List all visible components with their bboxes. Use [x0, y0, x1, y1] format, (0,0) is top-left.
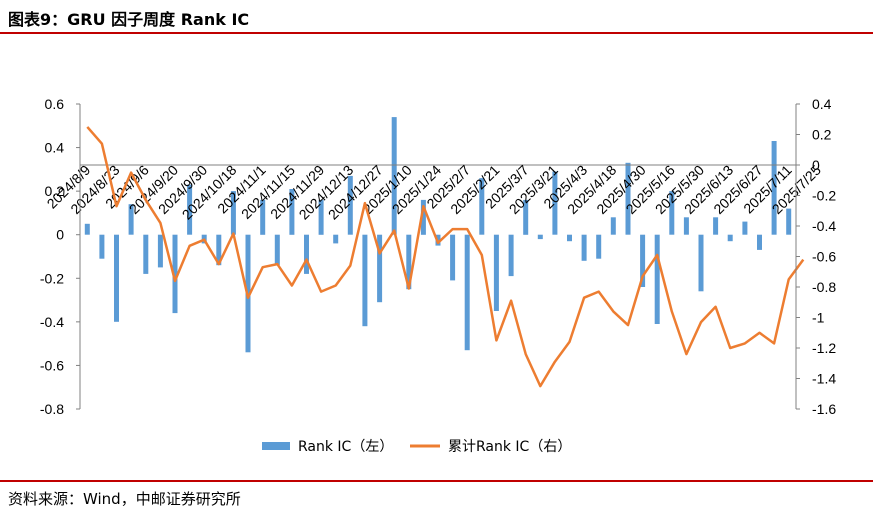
bar-12 — [260, 199, 266, 235]
bar-9 — [216, 234, 222, 266]
bar-35 — [596, 234, 602, 259]
right-tick-label: -1.4 — [812, 371, 836, 387]
bar-43 — [713, 217, 719, 235]
bar-14 — [289, 189, 295, 235]
bar-47 — [771, 141, 777, 235]
right-tick-label: -0.4 — [812, 218, 836, 234]
bar-20 — [377, 234, 383, 303]
bar-10 — [230, 191, 236, 235]
figure-title: 图表9：GRU 因子周度 Rank IC — [8, 10, 250, 29]
bar-46 — [757, 234, 762, 250]
bar-16 — [318, 199, 324, 235]
bar-1 — [99, 234, 105, 259]
bar-2 — [114, 234, 119, 322]
right-tick-label: -0.2 — [812, 188, 836, 204]
bar-series — [84, 117, 792, 353]
title-rule — [0, 32, 873, 34]
bar-34 — [581, 234, 587, 261]
left-tick-label: -0.6 — [40, 357, 64, 373]
legend-label-bar: Rank IC（左） — [298, 439, 393, 455]
left-tick-label: -0.2 — [40, 270, 64, 286]
left-axis: 0.6 0.4 0.2 0 -0.2 -0.4 -0.6 -0.8 — [40, 96, 81, 417]
bar-0 — [84, 223, 90, 235]
bar-6 — [172, 234, 178, 314]
bar-45 — [742, 221, 748, 235]
legend-label-line: 累计Rank IC（右） — [448, 439, 571, 455]
cumulative-line — [86, 126, 805, 388]
right-tick-label: -1.2 — [812, 340, 836, 356]
left-tick-label: 0.4 — [45, 140, 65, 156]
left-tick-label: -0.8 — [40, 401, 64, 417]
chart-canvas: 2024/8/92024/8/232024/9/62024/9/202024/9… — [40, 96, 836, 455]
right-axis: 0.4 0.2 0 -0.2 -0.4 -0.6 -0.8 -1 -1.2 -1.4 -1.6 — [795, 96, 836, 417]
bar-21 — [391, 117, 397, 235]
bar-26 — [464, 234, 470, 351]
bar-17 — [333, 234, 339, 244]
bar-13 — [274, 234, 280, 266]
left-tick-label: 0.6 — [45, 96, 65, 112]
bar-42 — [698, 234, 704, 292]
bar-44 — [727, 234, 733, 242]
bar-27 — [479, 178, 485, 235]
bar-41 — [683, 217, 689, 235]
left-tick-label: 0 — [56, 227, 64, 243]
bar-5 — [157, 234, 163, 268]
right-tick-label: -1.6 — [812, 401, 836, 417]
bar-29 — [508, 234, 514, 277]
bar-48 — [786, 208, 792, 235]
right-tick-label: -1 — [812, 310, 825, 326]
bar-7 — [187, 184, 193, 235]
bar-19 — [362, 234, 368, 327]
bar-36 — [610, 217, 616, 235]
bar-38 — [640, 234, 646, 287]
bar-25 — [450, 234, 456, 281]
bar-22 — [406, 234, 412, 290]
bar-15 — [304, 234, 309, 274]
legend: Rank IC（左） 累计Rank IC（右） — [262, 439, 571, 455]
bar-31 — [537, 234, 543, 240]
left-tick-label: 0.2 — [45, 183, 65, 199]
source-note: 资料来源：Wind，中邮证券研究所 — [8, 490, 241, 508]
bar-33 — [567, 234, 572, 242]
bar-23 — [420, 199, 426, 235]
bar-18 — [347, 175, 353, 235]
right-tick-label: 0.2 — [812, 127, 832, 143]
right-tick-label: 0 — [812, 157, 820, 173]
right-tick-label: -0.8 — [812, 279, 836, 295]
bar-40 — [669, 191, 675, 235]
left-tick-label: -0.4 — [40, 314, 64, 330]
bar-32 — [552, 171, 558, 235]
bar-39 — [654, 234, 660, 324]
right-tick-label: 0.4 — [812, 96, 832, 112]
line-series — [86, 126, 805, 388]
bar-4 — [143, 234, 149, 274]
bar-3 — [128, 204, 134, 235]
bar-30 — [523, 199, 529, 235]
source-rule — [0, 480, 873, 482]
bar-37 — [625, 162, 631, 235]
bar-28 — [493, 234, 499, 311]
right-tick-label: -0.6 — [812, 249, 836, 265]
legend-swatch-bar — [262, 442, 290, 450]
x-axis: 2024/8/92024/8/232024/9/62024/9/202024/9… — [44, 162, 825, 223]
